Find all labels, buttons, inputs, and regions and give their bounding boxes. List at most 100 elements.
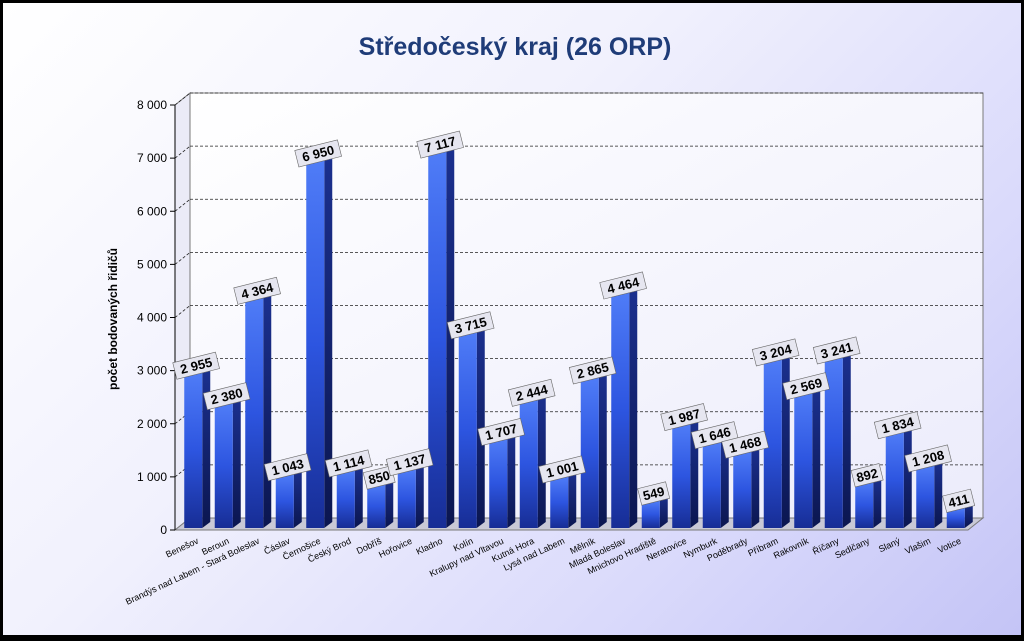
value-label-box	[538, 455, 586, 484]
value-label: 1 114	[324, 449, 373, 478]
gridline	[174, 198, 191, 212]
value-label-box	[637, 481, 671, 506]
value-label: 4 464	[599, 271, 647, 300]
value-label: 2 569	[782, 372, 830, 401]
value-label: 1 468	[721, 430, 769, 459]
value-label-text: 549	[641, 484, 666, 504]
bar-side	[720, 436, 729, 528]
value-label-box	[172, 351, 220, 380]
bar	[519, 394, 546, 528]
category-label: Slaný	[877, 536, 902, 555]
bar-side	[354, 464, 363, 528]
bar-side	[202, 367, 211, 528]
value-label-box	[263, 453, 312, 482]
bar-side	[507, 433, 516, 528]
value-label: 2 865	[568, 356, 617, 385]
bar	[763, 353, 790, 528]
value-label: 2 380	[202, 382, 251, 411]
value-label: 411	[942, 488, 976, 513]
value-label: 1 834	[873, 411, 922, 440]
bar-front	[245, 298, 264, 528]
bar-front	[946, 508, 965, 528]
bar	[794, 387, 821, 528]
category-label: Vlašim	[903, 536, 932, 556]
value-label: 850	[362, 465, 396, 490]
bar-front	[641, 500, 660, 528]
bar	[458, 326, 485, 528]
bar-front	[489, 439, 508, 528]
bar-side	[629, 286, 638, 528]
bar-front	[214, 403, 233, 528]
bar-front	[275, 474, 294, 528]
value-label: 3 715	[446, 311, 495, 340]
value-label-box	[568, 356, 617, 385]
bar-front	[733, 452, 752, 528]
value-label: 4 364	[233, 276, 281, 305]
bar	[611, 286, 638, 528]
value-label: 1 646	[690, 421, 739, 450]
bar-side	[873, 476, 882, 528]
category-label: Benešov	[164, 536, 200, 560]
y-tick-label: 4 000	[137, 311, 167, 325]
category-label: Sedlčany	[833, 536, 871, 561]
bar-front	[336, 470, 355, 528]
bar-side	[263, 292, 272, 528]
y-tick-label: 0	[160, 523, 167, 537]
category-label: Votice	[936, 536, 962, 555]
bar-front	[519, 400, 538, 528]
value-label: 1 987	[660, 403, 708, 432]
category-label: Rakovník	[772, 536, 811, 561]
bar	[702, 436, 729, 528]
bar-front	[672, 424, 691, 528]
bar-front	[702, 442, 721, 528]
bar	[214, 397, 241, 528]
y-tick-label: 1 000	[137, 470, 167, 484]
category-label: Kladno	[414, 536, 444, 557]
bar-side	[324, 154, 333, 528]
value-label-box	[599, 271, 647, 300]
bar-front	[824, 357, 843, 528]
value-label: 1 137	[385, 448, 434, 477]
chart-title: Středočeský kraj (26 ORP)	[359, 33, 672, 61]
gridline	[174, 145, 191, 159]
value-label-text: 892	[855, 465, 880, 485]
bar-front	[306, 160, 325, 528]
value-label-box	[751, 338, 800, 367]
gridline	[174, 92, 191, 106]
value-label-box	[385, 448, 434, 477]
value-label: 3 241	[812, 336, 861, 365]
bar-front	[580, 377, 599, 528]
gridline	[174, 305, 191, 318]
bar-side	[415, 463, 424, 528]
value-label: 2 444	[507, 378, 556, 407]
bar-front	[885, 432, 904, 528]
value-label: 3 204	[751, 338, 800, 367]
bar	[580, 371, 607, 528]
value-label: 1 043	[263, 453, 312, 482]
bar	[428, 145, 455, 529]
y-tick-label: 8 000	[137, 98, 167, 112]
bar-side	[293, 468, 302, 528]
bar-side	[812, 387, 821, 528]
bar	[306, 154, 333, 528]
value-label: 892	[850, 463, 884, 488]
value-label: 549	[637, 481, 671, 506]
y-axis-ticks: 0 1 000 2 000 3 000 4 000 5 000 6 000 7 000 8 00…	[137, 98, 176, 537]
bar-front	[397, 469, 416, 528]
bar-side	[446, 145, 455, 529]
bar-front	[458, 332, 477, 528]
bar-front	[855, 482, 874, 528]
value-label-box	[904, 444, 952, 473]
value-label: 2 955	[172, 351, 220, 380]
value-label-box	[660, 403, 708, 432]
bar-front	[763, 359, 782, 528]
bar-chart: Středočeský kraj (26 ORP) počet bodovaný…	[106, 33, 985, 607]
value-label-box	[233, 276, 281, 305]
bar-front	[184, 373, 203, 528]
bar-side	[476, 326, 485, 528]
value-label: 6 950	[294, 139, 342, 168]
value-label-box	[294, 139, 342, 168]
bar-front	[428, 151, 447, 529]
value-label-box	[446, 311, 495, 340]
